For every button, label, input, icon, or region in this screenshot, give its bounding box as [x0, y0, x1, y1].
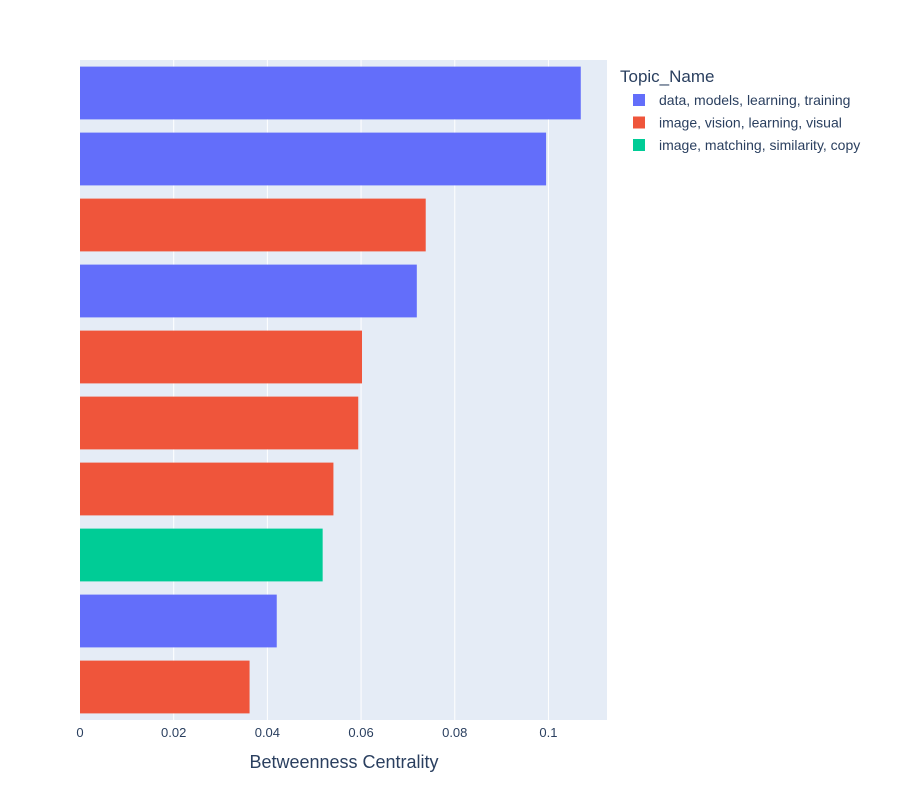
bar[interactable]	[80, 462, 334, 516]
bar[interactable]	[80, 198, 426, 252]
bar[interactable]	[80, 396, 359, 450]
bar[interactable]	[80, 264, 417, 318]
x-tick-label: 0.02	[161, 725, 186, 740]
legend-items: data, models, learning, training image, v…	[633, 92, 860, 153]
bar[interactable]	[80, 594, 277, 648]
bars	[80, 66, 581, 714]
legend-title: Topic_Name	[620, 67, 715, 86]
bar[interactable]	[80, 330, 363, 384]
bar[interactable]	[80, 66, 581, 120]
legend-swatch[interactable]	[633, 139, 645, 151]
bar[interactable]	[80, 132, 547, 186]
x-tick-label: 0.08	[442, 725, 467, 740]
legend-swatch[interactable]	[633, 94, 645, 106]
legend-label[interactable]: data, models, learning, training	[659, 92, 850, 108]
x-tick-label: 0	[76, 725, 83, 740]
legend: Topic_Name data, models, learning, train…	[620, 67, 860, 153]
legend-label[interactable]: image, vision, learning, visual	[659, 115, 842, 131]
legend-label[interactable]: image, matching, similarity, copy	[659, 137, 860, 153]
x-tick-label: 0.1	[539, 725, 557, 740]
x-axis-title: Betweenness Centrality	[249, 752, 438, 772]
x-tick-label: 0.04	[255, 725, 280, 740]
x-tick-label: 0.06	[348, 725, 373, 740]
x-axis-ticks: 0 0.02 0.04 0.06 0.08 0.1	[76, 725, 557, 740]
legend-swatch[interactable]	[633, 116, 645, 129]
bar[interactable]	[80, 660, 250, 714]
bar[interactable]	[80, 528, 323, 582]
